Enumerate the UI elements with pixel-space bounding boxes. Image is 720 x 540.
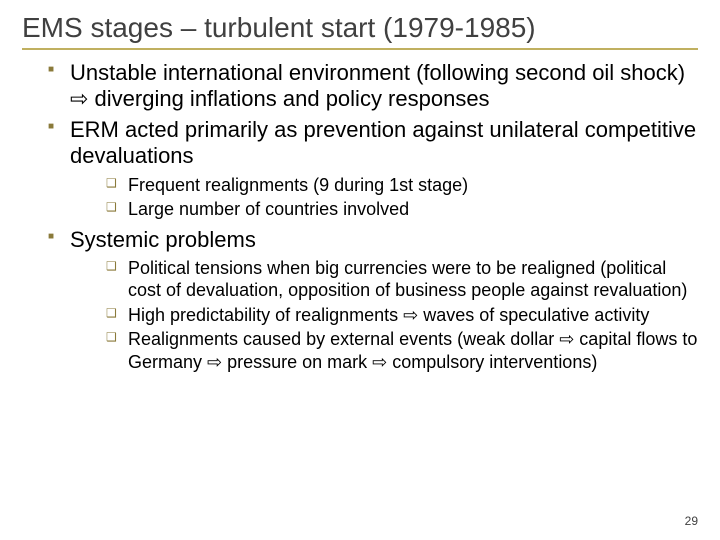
bullet-text: Frequent realignments (9 during 1st stag… <box>128 175 468 195</box>
slide-title: EMS stages – turbulent start (1979-1985) <box>22 12 698 44</box>
sub-bullet-list: Political tensions when big currencies w… <box>70 257 698 374</box>
bullet-text: Systemic problems <box>70 227 256 252</box>
list-item: Frequent realignments (9 during 1st stag… <box>106 174 698 197</box>
list-item: Large number of countries involved <box>106 198 698 221</box>
bullet-text: Large number of countries involved <box>128 199 409 219</box>
bullet-list: Unstable international environment (foll… <box>22 60 698 373</box>
bullet-text: High predictability of realignments ⇨ wa… <box>128 305 649 325</box>
bullet-text: ERM acted primarily as prevention agains… <box>70 117 696 168</box>
list-item: Realignments caused by external events (… <box>106 328 698 373</box>
title-rule <box>22 48 698 50</box>
slide: EMS stages – turbulent start (1979-1985)… <box>0 0 720 540</box>
list-item: Political tensions when big currencies w… <box>106 257 698 302</box>
list-item: Systemic problems Political tensions whe… <box>48 227 698 374</box>
bullet-text: Realignments caused by external events (… <box>128 329 697 372</box>
sub-bullet-list: Frequent realignments (9 during 1st stag… <box>70 174 698 221</box>
page-number: 29 <box>685 514 698 528</box>
bullet-text: Unstable international environment (foll… <box>70 60 685 111</box>
list-item: Unstable international environment (foll… <box>48 60 698 113</box>
list-item: High predictability of realignments ⇨ wa… <box>106 304 698 327</box>
bullet-text: Political tensions when big currencies w… <box>128 258 687 301</box>
list-item: ERM acted primarily as prevention agains… <box>48 117 698 221</box>
